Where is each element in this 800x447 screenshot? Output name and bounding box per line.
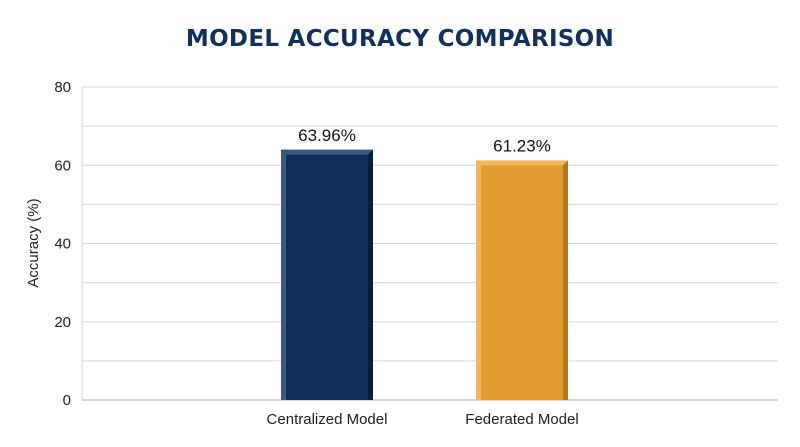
bar-bevel-left	[281, 149, 286, 400]
x-category-label: Centralized Model	[267, 411, 388, 428]
bar-bevel-right	[368, 149, 373, 400]
gridlines	[81, 86, 778, 401]
y-tick-label: 0	[63, 392, 71, 409]
bar-bevel-left	[476, 160, 481, 400]
labels: 0 20 40 60 80 63.96% Centralized Model 61.23% Fe…	[54, 79, 578, 428]
bar-1	[281, 149, 373, 400]
chart-title: MODEL ACCURACY COMPARISON	[185, 26, 615, 52]
x-category-label: Federated Model	[465, 411, 578, 428]
bar-face	[281, 149, 373, 400]
bar-bevel-right	[563, 160, 568, 400]
data-label: 63.96%	[298, 126, 356, 145]
bar-bevel-top	[281, 149, 373, 155]
y-tick-label: 40	[54, 236, 71, 253]
y-axis-title: Accuracy (%)	[25, 198, 42, 287]
y-tick-label: 80	[54, 79, 71, 96]
bars	[281, 149, 568, 400]
y-tick-label: 20	[54, 314, 71, 331]
bar-face	[476, 160, 568, 400]
data-label: 61.23%	[493, 136, 551, 155]
bar-bevel-top	[476, 160, 568, 166]
bar-2	[476, 160, 568, 400]
y-tick-label: 60	[54, 157, 71, 174]
